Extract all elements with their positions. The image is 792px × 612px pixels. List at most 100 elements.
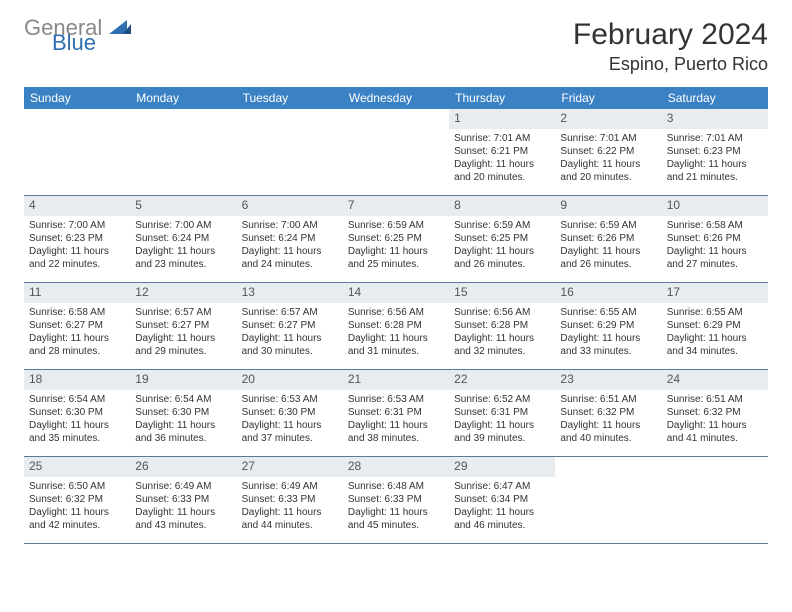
calendar-day: 1Sunrise: 7:01 AMSunset: 6:21 PMDaylight… (449, 109, 555, 195)
day-daylight2: and 23 minutes. (135, 258, 231, 271)
day-daylight1: Daylight: 11 hours (29, 506, 125, 519)
day-number: 27 (237, 457, 343, 477)
day-number: 6 (237, 196, 343, 216)
day-daylight2: and 24 minutes. (242, 258, 338, 271)
day-number: 10 (662, 196, 768, 216)
day-daylight1: Daylight: 11 hours (348, 332, 444, 345)
weekday-header: Tuesday (237, 87, 343, 109)
day-sunrise: Sunrise: 7:00 AM (29, 219, 125, 232)
calendar: Sunday Monday Tuesday Wednesday Thursday… (24, 87, 768, 544)
weekday-header: Thursday (449, 87, 555, 109)
weekday-header: Monday (130, 87, 236, 109)
day-daylight1: Daylight: 11 hours (29, 332, 125, 345)
day-sunset: Sunset: 6:21 PM (454, 145, 550, 158)
calendar-day: 10Sunrise: 6:58 AMSunset: 6:26 PMDayligh… (662, 196, 768, 282)
calendar-day-empty (130, 109, 236, 195)
calendar-week: 18Sunrise: 6:54 AMSunset: 6:30 PMDayligh… (24, 370, 768, 457)
calendar-day: 26Sunrise: 6:49 AMSunset: 6:33 PMDayligh… (130, 457, 236, 543)
logo-word-blue: Blue (52, 33, 131, 53)
calendar-day: 28Sunrise: 6:48 AMSunset: 6:33 PMDayligh… (343, 457, 449, 543)
calendar-day: 27Sunrise: 6:49 AMSunset: 6:33 PMDayligh… (237, 457, 343, 543)
calendar-day: 12Sunrise: 6:57 AMSunset: 6:27 PMDayligh… (130, 283, 236, 369)
calendar-day: 9Sunrise: 6:59 AMSunset: 6:26 PMDaylight… (555, 196, 661, 282)
day-daylight2: and 46 minutes. (454, 519, 550, 532)
day-number: 9 (555, 196, 661, 216)
day-daylight2: and 36 minutes. (135, 432, 231, 445)
day-daylight1: Daylight: 11 hours (560, 419, 656, 432)
day-number: 19 (130, 370, 236, 390)
day-daylight1: Daylight: 11 hours (242, 419, 338, 432)
day-sunset: Sunset: 6:33 PM (348, 493, 444, 506)
day-daylight2: and 37 minutes. (242, 432, 338, 445)
day-sunset: Sunset: 6:24 PM (135, 232, 231, 245)
day-daylight2: and 35 minutes. (29, 432, 125, 445)
day-daylight2: and 21 minutes. (667, 171, 763, 184)
calendar-day: 5Sunrise: 7:00 AMSunset: 6:24 PMDaylight… (130, 196, 236, 282)
day-daylight1: Daylight: 11 hours (242, 332, 338, 345)
day-daylight1: Daylight: 11 hours (560, 332, 656, 345)
day-number (662, 457, 768, 477)
day-sunset: Sunset: 6:34 PM (454, 493, 550, 506)
calendar-day: 8Sunrise: 6:59 AMSunset: 6:25 PMDaylight… (449, 196, 555, 282)
day-sunset: Sunset: 6:25 PM (454, 232, 550, 245)
day-sunrise: Sunrise: 6:57 AM (242, 306, 338, 319)
day-number: 15 (449, 283, 555, 303)
calendar-day: 21Sunrise: 6:53 AMSunset: 6:31 PMDayligh… (343, 370, 449, 456)
title-block: February 2024 Espino, Puerto Rico (573, 18, 768, 75)
day-daylight2: and 20 minutes. (560, 171, 656, 184)
day-daylight1: Daylight: 11 hours (560, 245, 656, 258)
calendar-day: 18Sunrise: 6:54 AMSunset: 6:30 PMDayligh… (24, 370, 130, 456)
day-sunrise: Sunrise: 6:53 AM (348, 393, 444, 406)
day-sunrise: Sunrise: 6:49 AM (135, 480, 231, 493)
calendar-day: 24Sunrise: 6:51 AMSunset: 6:32 PMDayligh… (662, 370, 768, 456)
weekday-header-row: Sunday Monday Tuesday Wednesday Thursday… (24, 87, 768, 109)
logo-text: General Blue (24, 18, 131, 53)
day-daylight1: Daylight: 11 hours (135, 332, 231, 345)
calendar-day-empty (237, 109, 343, 195)
calendar-day-empty (343, 109, 449, 195)
day-number: 5 (130, 196, 236, 216)
day-daylight2: and 26 minutes. (560, 258, 656, 271)
day-number: 13 (237, 283, 343, 303)
day-daylight1: Daylight: 11 hours (667, 158, 763, 171)
calendar-week: 11Sunrise: 6:58 AMSunset: 6:27 PMDayligh… (24, 283, 768, 370)
day-sunrise: Sunrise: 6:47 AM (454, 480, 550, 493)
calendar-week: 4Sunrise: 7:00 AMSunset: 6:23 PMDaylight… (24, 196, 768, 283)
day-number: 22 (449, 370, 555, 390)
day-daylight1: Daylight: 11 hours (454, 332, 550, 345)
day-daylight1: Daylight: 11 hours (454, 506, 550, 519)
day-daylight1: Daylight: 11 hours (560, 158, 656, 171)
day-sunset: Sunset: 6:28 PM (348, 319, 444, 332)
day-daylight2: and 25 minutes. (348, 258, 444, 271)
day-sunset: Sunset: 6:27 PM (135, 319, 231, 332)
day-number: 16 (555, 283, 661, 303)
calendar-day: 15Sunrise: 6:56 AMSunset: 6:28 PMDayligh… (449, 283, 555, 369)
calendar-day: 16Sunrise: 6:55 AMSunset: 6:29 PMDayligh… (555, 283, 661, 369)
day-daylight2: and 30 minutes. (242, 345, 338, 358)
day-daylight1: Daylight: 11 hours (135, 419, 231, 432)
calendar-day: 29Sunrise: 6:47 AMSunset: 6:34 PMDayligh… (449, 457, 555, 543)
title-location: Espino, Puerto Rico (573, 54, 768, 75)
day-number (130, 109, 236, 129)
day-number: 12 (130, 283, 236, 303)
day-number: 14 (343, 283, 449, 303)
day-daylight1: Daylight: 11 hours (454, 158, 550, 171)
page-header: General Blue February 2024 Espino, Puert… (24, 18, 768, 75)
day-sunset: Sunset: 6:30 PM (242, 406, 338, 419)
day-sunset: Sunset: 6:33 PM (242, 493, 338, 506)
day-sunrise: Sunrise: 7:01 AM (667, 132, 763, 145)
day-daylight2: and 41 minutes. (667, 432, 763, 445)
day-sunrise: Sunrise: 6:53 AM (242, 393, 338, 406)
day-sunrise: Sunrise: 7:00 AM (135, 219, 231, 232)
day-sunrise: Sunrise: 6:58 AM (29, 306, 125, 319)
day-number (237, 109, 343, 129)
calendar-day: 14Sunrise: 6:56 AMSunset: 6:28 PMDayligh… (343, 283, 449, 369)
calendar-day: 2Sunrise: 7:01 AMSunset: 6:22 PMDaylight… (555, 109, 661, 195)
day-sunset: Sunset: 6:31 PM (348, 406, 444, 419)
day-sunrise: Sunrise: 6:54 AM (135, 393, 231, 406)
day-sunrise: Sunrise: 6:59 AM (454, 219, 550, 232)
day-sunset: Sunset: 6:28 PM (454, 319, 550, 332)
day-number: 11 (24, 283, 130, 303)
day-number: 24 (662, 370, 768, 390)
day-number: 4 (24, 196, 130, 216)
